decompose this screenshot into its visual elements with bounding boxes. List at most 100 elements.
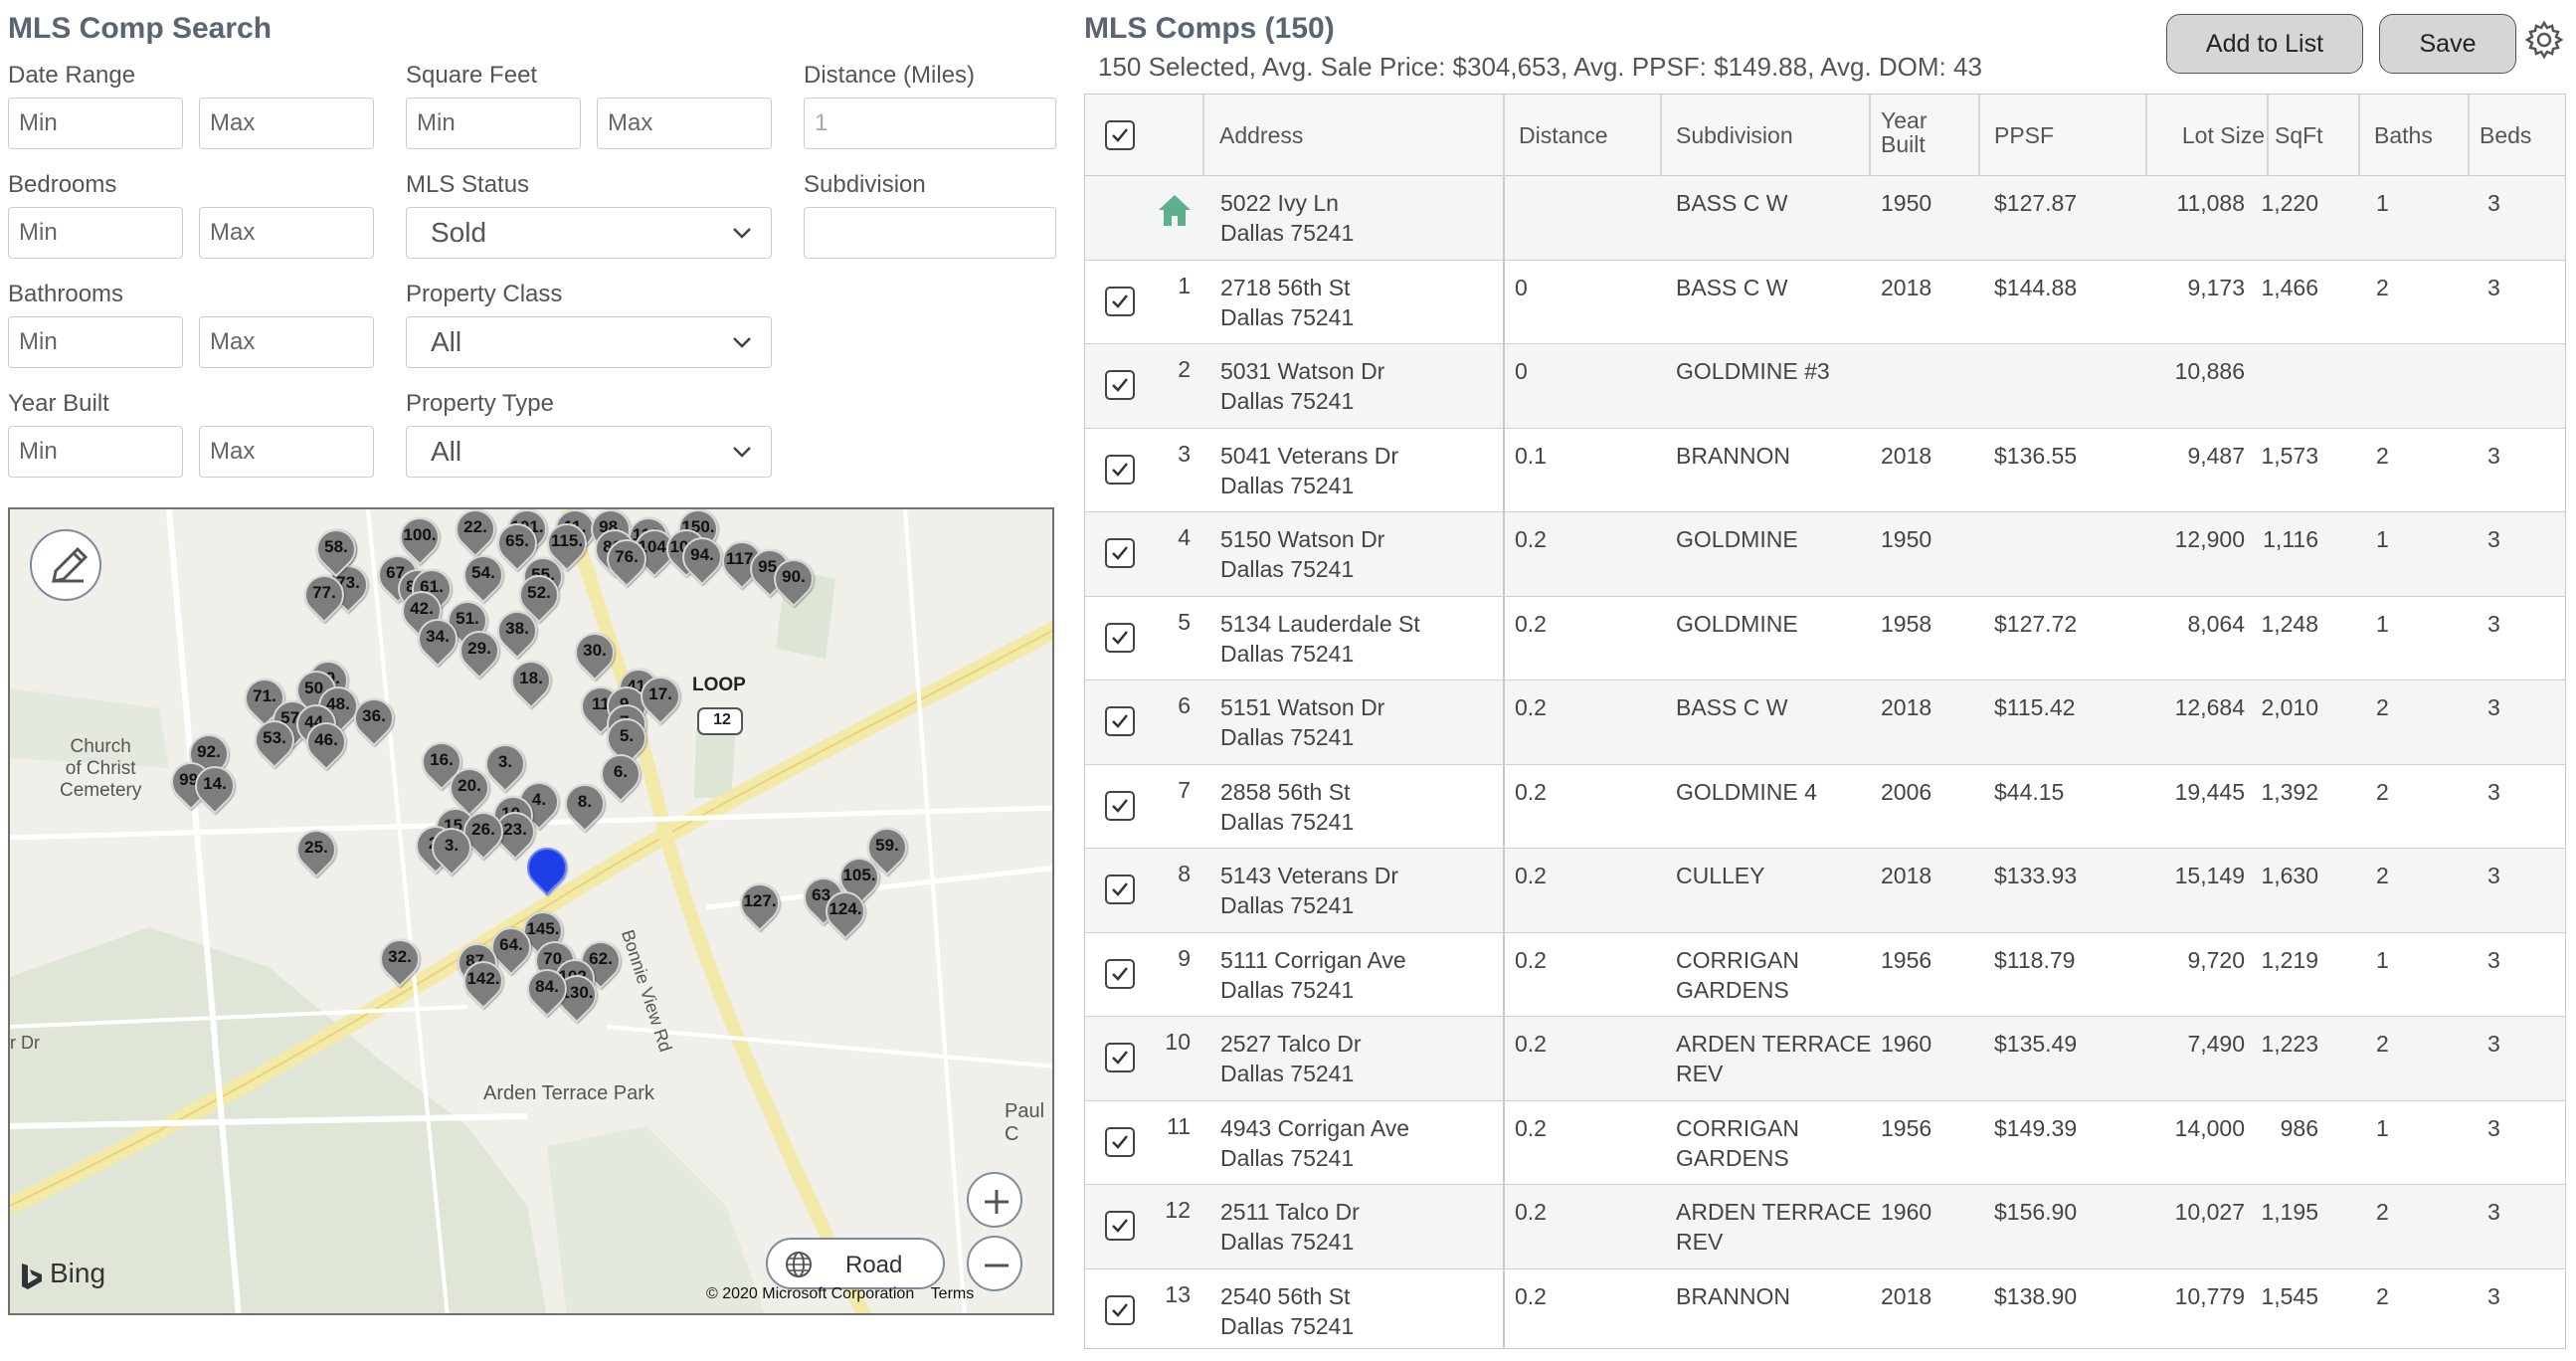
comp-pin[interactable]: 29. [451, 622, 508, 680]
road-style-button[interactable]: Road [766, 1238, 945, 1289]
table-row[interactable]: 9 5111 Corrigan Ave Dallas 75241 0.2 CORRIGA… [1085, 932, 2565, 1017]
mls-status-select[interactable]: Sold [406, 207, 772, 259]
comp-pin[interactable]: 25. [287, 821, 345, 878]
table-row[interactable]: 10 2527 Talco Dr Dallas 75241 0.2 ARDEN TERR… [1085, 1017, 2565, 1101]
table-row[interactable]: 2 5031 Watson Dr Dallas 75241 0 GOLDMINE #3 1… [1085, 344, 2565, 429]
comp-pin[interactable]: 58. [307, 520, 365, 578]
comps-map[interactable]: LOOP 12 Church of Christ Cemetery Arden … [8, 507, 1054, 1315]
table-row[interactable]: 5 5134 Lauderdale St Dallas 75241 0.2 GOLDMI… [1085, 596, 2565, 680]
subdivision-input[interactable] [804, 207, 1056, 259]
comp-pin[interactable]: 4. [510, 773, 568, 831]
comp-pin[interactable]: 36. [345, 689, 403, 747]
table-row[interactable]: 4 5150 Watson Dr Dallas 75241 0.2 GOLDMINE 19… [1085, 512, 2565, 597]
comp-pin[interactable]: 105. [830, 849, 888, 906]
comp-pin[interactable]: 145. [514, 902, 572, 960]
comp-pin[interactable]: 34. [409, 610, 466, 668]
subject-row[interactable]: 5022 Ivy Ln Dallas 75241 BASS C W 1950 $… [1085, 176, 2565, 261]
comp-pin[interactable]: 23. [486, 803, 544, 861]
terms-link[interactable]: Terms [930, 1285, 975, 1302]
row-checkbox[interactable] [1105, 1126, 1135, 1157]
header-distance[interactable]: Distance [1519, 122, 1608, 148]
table-row[interactable]: 12 2511 Talco Dr Dallas 75241 0.2 ARDEN TERR… [1085, 1185, 2565, 1269]
date-max-input[interactable]: Max [199, 97, 374, 149]
comp-pin[interactable]: 48. [309, 678, 367, 735]
table-row[interactable]: 1 2718 56th St Dallas 75241 0 BASS C W 2018 $1… [1085, 260, 2565, 344]
bedrooms-max-input[interactable]: Max [199, 207, 374, 259]
comp-pin[interactable]: 11 [572, 678, 630, 735]
comp-pin[interactable]: 84. [518, 960, 576, 1018]
bathrooms-min-input[interactable]: Min [8, 316, 183, 368]
table-row[interactable]: 7 2858 56th St Dallas 75241 0.2 GOLDMINE 4 20… [1085, 764, 2565, 849]
comp-pin[interactable]: 124. [817, 882, 874, 940]
comp-pin[interactable]: 14. [186, 757, 244, 815]
comp-pin[interactable]: 30. [566, 624, 624, 681]
comp-pin[interactable]: 32. [371, 930, 429, 988]
comp-pin[interactable]: 94. [673, 528, 731, 586]
row-checkbox[interactable] [1105, 1294, 1135, 1325]
row-checkbox[interactable] [1105, 958, 1135, 989]
comp-pin[interactable]: 42. [393, 582, 451, 640]
header-lot-size[interactable]: Lot Size [2181, 122, 2265, 148]
table-row[interactable]: 6 5151 Watson Dr Dallas 75241 0.2 BASS C W 20… [1085, 680, 2565, 765]
zoom-in-button[interactable] [967, 1172, 1022, 1228]
row-checkbox[interactable] [1105, 706, 1135, 736]
comp-pin[interactable]: 90. [765, 550, 823, 608]
save-button[interactable]: Save [2379, 14, 2516, 74]
bedrooms-min-input[interactable]: Min [8, 207, 183, 259]
table-row[interactable]: 13 2540 56th St Dallas 75241 0.2 BRANNON 2018… [1085, 1268, 2565, 1348]
comp-pin[interactable]: 51. [439, 592, 496, 650]
comp-pin[interactable]: 53. [246, 711, 303, 769]
comp-pin[interactable]: 54. [455, 546, 512, 604]
header-ppsf[interactable]: PPSF [1994, 122, 2055, 148]
comp-pin[interactable]: 16. [413, 733, 470, 791]
subject-property-pin[interactable] [518, 839, 576, 896]
date-min-input[interactable]: Min [8, 97, 183, 149]
zoom-out-button[interactable] [967, 1236, 1022, 1291]
comp-pin[interactable]: 17. [632, 668, 689, 725]
table-row[interactable]: 8 5143 Veterans Dr Dallas 75241 0.2 CULLEY 20… [1085, 849, 2565, 933]
comp-pin[interactable]: 130. [548, 966, 606, 1024]
comp-pin[interactable]: 6. [592, 745, 649, 803]
sqft-min-input[interactable]: Min [406, 97, 581, 149]
header-baths[interactable]: Baths [2374, 122, 2433, 148]
add-to-list-button[interactable]: Add to List [2166, 14, 2363, 74]
header-subdivision[interactable]: Subdivision [1676, 122, 1793, 148]
comp-pin[interactable]: 20. [441, 759, 498, 817]
row-checkbox[interactable] [1105, 790, 1135, 821]
select-all-checkbox[interactable] [1105, 120, 1135, 150]
year-max-input[interactable]: Max [199, 426, 374, 478]
comp-pin[interactable]: 3. [476, 735, 534, 793]
comp-pin[interactable]: 22. [447, 509, 504, 558]
comp-pin[interactable]: 26. [455, 803, 512, 861]
header-year-built[interactable]: Year Built [1881, 108, 1927, 156]
header-beds[interactable]: Beds [2480, 122, 2532, 148]
comp-pin[interactable]: 46. [297, 713, 355, 771]
comp-pin[interactable]: 5. [598, 709, 655, 767]
row-checkbox[interactable] [1105, 286, 1135, 316]
comp-pin[interactable]: 71. [236, 670, 293, 727]
row-checkbox[interactable] [1105, 622, 1135, 653]
comp-pin[interactable]: 59. [858, 819, 916, 876]
row-checkbox[interactable] [1105, 538, 1135, 568]
gear-icon[interactable] [2524, 20, 2564, 60]
comp-pin[interactable]: 104. [626, 520, 683, 578]
distance-input[interactable]: 1 [804, 97, 1056, 149]
property-class-select[interactable]: All [406, 316, 772, 368]
comp-pin[interactable]: 8. [556, 775, 614, 833]
comp-pin[interactable]: 77. [295, 566, 353, 624]
row-checkbox[interactable] [1105, 875, 1135, 904]
comp-pin[interactable]: 18. [502, 652, 560, 709]
comp-pin[interactable]: 92. [180, 725, 238, 783]
sqft-max-input[interactable]: Max [597, 97, 772, 149]
comp-pin[interactable]: 62. [572, 932, 630, 990]
header-sqft[interactable]: SqFt [2275, 122, 2323, 148]
year-min-input[interactable]: Min [8, 426, 183, 478]
comp-pin[interactable]: 64. [482, 918, 540, 976]
comp-pin[interactable]: 100. [391, 509, 449, 566]
row-checkbox[interactable] [1105, 454, 1135, 485]
row-checkbox[interactable] [1105, 1211, 1135, 1241]
draw-button[interactable] [30, 529, 101, 601]
comp-pin[interactable]: 65. [488, 514, 546, 572]
table-row[interactable]: 3 5041 Veterans Dr Dallas 75241 0.1 BRANNON 2… [1085, 428, 2565, 512]
header-address[interactable]: Address [1219, 122, 1304, 148]
